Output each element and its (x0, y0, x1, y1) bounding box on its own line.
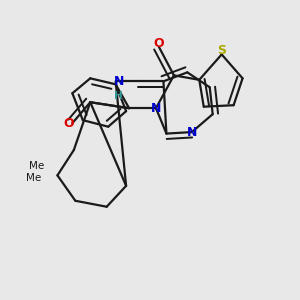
Text: S: S (217, 44, 226, 57)
Text: Me: Me (26, 173, 41, 183)
Text: O: O (154, 37, 164, 50)
Text: N: N (187, 126, 197, 139)
Text: H: H (114, 91, 123, 101)
Text: O: O (64, 117, 74, 130)
Text: N: N (113, 75, 124, 88)
Text: N: N (151, 102, 161, 115)
Text: Me: Me (29, 161, 44, 171)
